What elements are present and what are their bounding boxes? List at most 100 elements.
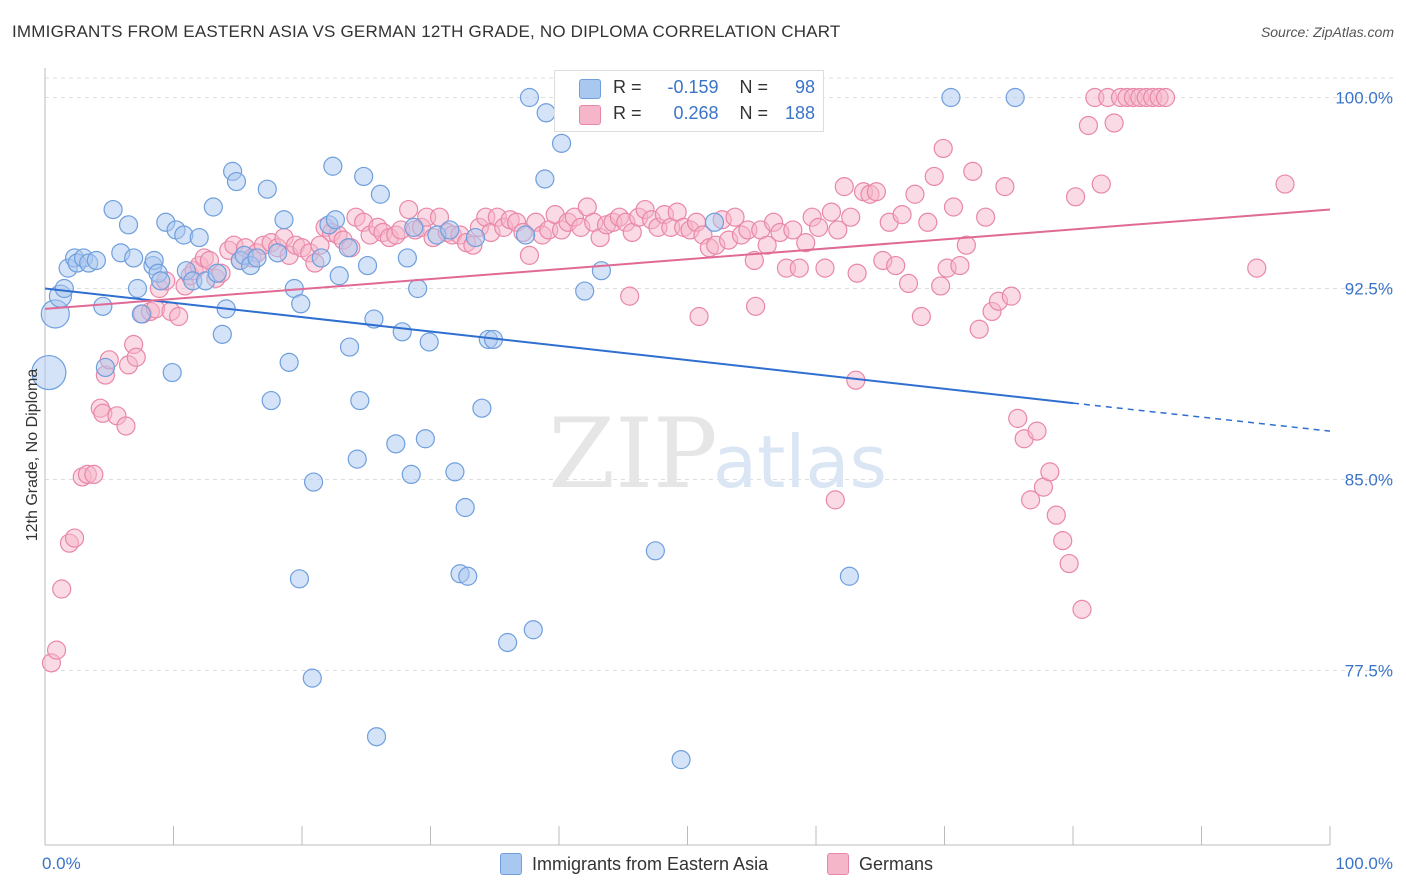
data-point <box>815 258 835 278</box>
data-point <box>1104 113 1124 133</box>
data-point <box>445 462 465 482</box>
data-point <box>898 273 919 294</box>
legend-swatch-blue <box>579 79 601 99</box>
data-point <box>415 429 435 449</box>
y-tick-label: 92.5% <box>1345 280 1393 299</box>
data-point <box>523 620 543 640</box>
data-point <box>591 261 612 281</box>
data-point <box>1001 286 1021 306</box>
data-point <box>291 294 311 314</box>
data-point <box>956 235 976 255</box>
data-point <box>257 179 277 199</box>
data-point <box>1072 599 1092 619</box>
data-point <box>458 566 478 586</box>
bottom-legend-label-eastern-asia: Immigrants from Eastern Asia <box>532 854 769 874</box>
data-point <box>465 227 486 248</box>
data-point <box>515 225 536 245</box>
legend-n-label: N = <box>739 77 769 97</box>
data-point <box>892 205 912 225</box>
data-point <box>118 215 139 235</box>
data-point <box>918 212 938 232</box>
legend-n-value: 188 <box>785 103 816 123</box>
data-point <box>535 169 555 189</box>
data-point <box>392 322 412 342</box>
data-point <box>847 263 867 283</box>
data-point <box>31 354 67 391</box>
data-point <box>1020 490 1041 510</box>
bottom-legend-swatch-pink <box>827 853 849 875</box>
y-tick-label: 100.0% <box>1335 89 1393 108</box>
bottom-legend-swatch-blue <box>500 853 522 875</box>
data-point <box>46 640 67 660</box>
data-point <box>323 156 343 176</box>
y-tick-label: 85.0% <box>1345 471 1393 490</box>
legend-r-label: R = <box>613 77 642 97</box>
data-point <box>1040 462 1060 482</box>
data-point <box>1091 174 1111 194</box>
data-point <box>866 182 886 202</box>
data-point <box>366 727 387 747</box>
axes <box>44 68 1331 846</box>
data-point <box>620 286 640 306</box>
data-point <box>247 248 267 268</box>
data-point <box>126 347 146 367</box>
y-axis-label: 12th Grade, No Diploma <box>24 368 41 542</box>
data-point <box>131 304 151 324</box>
trend-line-eastern-asia-extension <box>1072 402 1331 432</box>
data-point <box>64 528 85 548</box>
data-point <box>274 210 294 230</box>
data-point <box>941 87 961 108</box>
data-point <box>704 212 725 232</box>
data-point <box>127 278 148 299</box>
data-point <box>1155 87 1176 108</box>
data-point <box>103 199 123 220</box>
data-point <box>116 416 136 436</box>
data-point <box>303 472 324 492</box>
data-point <box>364 309 384 329</box>
data-point <box>841 207 861 227</box>
data-point <box>789 258 809 278</box>
data-point <box>1008 408 1028 428</box>
data-point <box>821 202 842 222</box>
data-point <box>671 750 691 770</box>
data-point <box>151 271 171 291</box>
y-tick-label: 77.5% <box>1345 662 1393 681</box>
data-point <box>95 357 115 378</box>
x-tick-label: 0.0% <box>42 854 81 873</box>
trend-lines <box>44 208 1331 432</box>
data-point <box>404 217 424 237</box>
data-point <box>54 278 74 299</box>
data-point <box>84 464 104 485</box>
legend-text-eastern-asia: R = -0.159 N = 98 <box>613 77 815 98</box>
data-point <box>325 210 346 230</box>
data-point <box>339 337 360 357</box>
data-point <box>386 434 406 454</box>
data-point <box>93 296 113 316</box>
data-point <box>1005 87 1025 108</box>
data-point <box>169 306 189 327</box>
data-point <box>347 449 367 469</box>
data-point <box>52 579 72 599</box>
data-point <box>289 569 310 589</box>
data-point <box>1053 531 1073 551</box>
data-point <box>1065 187 1086 207</box>
data-point <box>212 324 232 344</box>
source-label: Source: ZipAtlas.com <box>1260 24 1394 40</box>
data-point <box>886 255 906 276</box>
data-point <box>536 103 556 123</box>
data-point <box>440 220 460 240</box>
data-point <box>302 668 322 688</box>
data-point <box>1275 174 1295 194</box>
correlation-legend: R = -0.159 N = 98 R = 0.268 N = 188 <box>554 70 824 132</box>
data-point <box>746 296 766 316</box>
data-point <box>472 398 492 418</box>
legend-swatch-pink <box>579 105 601 125</box>
data-point <box>1078 115 1099 136</box>
data-point <box>261 390 281 411</box>
data-point <box>839 566 860 586</box>
bottom-legend-label-germans: Germans <box>859 854 934 874</box>
data-point <box>933 138 953 159</box>
data-point <box>969 319 989 339</box>
data-point <box>911 306 931 327</box>
